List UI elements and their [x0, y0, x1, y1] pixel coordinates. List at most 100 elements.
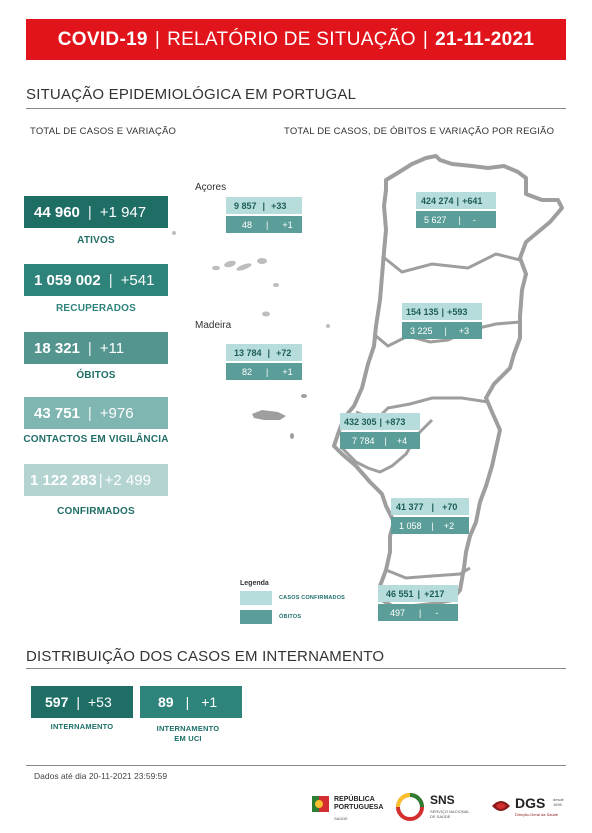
data-note: Dados até dia 20-11-2021 23:59:59 — [34, 771, 168, 781]
republica-sub: SAÚDE — [334, 816, 348, 821]
section-title-situation: SITUAÇÃO EPIDEMIOLÓGICA EM PORTUGAL — [26, 86, 357, 103]
banner-subtitle: RELATÓRIO DE SITUAÇÃO — [167, 28, 416, 50]
dgs-since: desde 1899 — [553, 797, 564, 807]
stat-delta: +976 — [99, 404, 134, 422]
dgs-sub: Direção-Geral da Saúde — [515, 812, 559, 817]
acores-islands — [172, 231, 330, 328]
dgs-wordmark: DGS — [515, 795, 546, 811]
region-deaths-delta: +1 — [282, 219, 293, 230]
hospital-delta: +53 — [88, 694, 112, 710]
hospital-value: 597 — [45, 694, 69, 710]
region-deaths-delta: - — [435, 607, 439, 618]
region-deaths: 497 — [390, 607, 406, 618]
region-box-acores: 9 857 | +33 48 | +1 — [226, 197, 302, 233]
dgs-emblem-icon — [492, 801, 510, 811]
region-box-madeira: 13 784 | +72 82 | +1 — [226, 344, 302, 380]
stat-value: 43 751 — [34, 404, 80, 422]
region-deaths: 3 225 — [410, 325, 433, 336]
hospital-box-internamento: 597 | +53 — [31, 686, 133, 718]
hospital-delta: +1 — [201, 694, 218, 710]
hospital-label-uci: INTERNAMENTO EM UCI — [140, 724, 236, 744]
region-cases-delta: +593 — [447, 306, 468, 317]
region-cases: 424 274 — [421, 195, 454, 206]
legend-title: Legenda — [240, 580, 269, 587]
region-deaths: 82 — [242, 366, 253, 377]
republica-line1: REPÚBLICA — [334, 796, 375, 803]
stat-delta: +11 — [99, 339, 125, 357]
republica-line2: PORTUGUESA — [334, 804, 384, 811]
legend-label-confirmed: CASOS CONFIRMADOS — [279, 595, 346, 601]
stat-box-deaths: 18 321 | +11 — [24, 332, 168, 364]
sns-sub1: SERVIÇO NACIONAL — [430, 809, 470, 814]
region-deaths: 7 784 — [352, 435, 375, 446]
footer-divider — [26, 765, 566, 766]
stat-box-contacts: 43 751 | +976 — [24, 397, 168, 429]
section-divider — [26, 108, 566, 109]
madeira-islands — [252, 394, 307, 439]
stat-delta: +541 — [120, 271, 155, 289]
region-cases-delta: +70 — [442, 501, 458, 512]
region-deaths: 5 627 — [424, 214, 447, 225]
region-cases: 13 784 — [234, 347, 262, 358]
region-name-madeira: Madeira — [195, 320, 232, 331]
stat-label-deaths: ÓBITOS — [76, 370, 116, 381]
region-cases: 432 305 — [344, 416, 377, 427]
region-cases-delta: +33 — [271, 200, 287, 211]
stat-delta: +1 947 — [99, 203, 147, 221]
stat-value: 1 122 283 — [30, 471, 97, 489]
banner-title: COVID-19 — [57, 28, 148, 50]
region-deaths-delta: +3 — [458, 325, 470, 336]
region-cases-delta: +641 — [462, 195, 483, 206]
stat-label-contacts: CONTACTOS EM VIGILÂNCIA — [23, 434, 169, 445]
region-box-lisboa: 432 305 | +873 7 784 | +4 — [340, 413, 420, 449]
stat-value: 1 059 002 — [34, 271, 101, 289]
stat-box-confirmed: 1 122 283 | +2 499 — [24, 464, 168, 496]
region-deaths-delta: +1 — [282, 366, 293, 377]
region-box-algarve: 46 551 | +217 497 | - — [378, 585, 458, 621]
stat-label-recovered: RECUPERADOS — [56, 303, 136, 314]
region-cases: 154 135 — [406, 306, 439, 317]
region-deaths: 48 — [242, 219, 253, 230]
hospital-box-uci: 89 | +1 — [140, 686, 242, 718]
legend-swatch-deaths — [240, 610, 272, 624]
region-cases: 41 377 — [396, 501, 424, 512]
report-banner: COVID-19 | RELATÓRIO DE SITUAÇÃO | 21-11… — [26, 19, 566, 60]
banner-separator: | — [154, 28, 161, 50]
stat-value: 18 321 — [34, 339, 80, 357]
stat-label-confirmed: CONFIRMADOS — [57, 506, 135, 517]
republica-emblem-icon — [312, 796, 329, 812]
hospital-label-line: INTERNAMENTO — [156, 724, 220, 733]
region-cases-delta: +72 — [276, 347, 292, 358]
region-cases-delta: +873 — [385, 416, 406, 427]
stat-box-active: 44 960 | +1 947 — [24, 196, 168, 228]
hospital-label-line: EM UCI — [174, 734, 202, 743]
banner-separator: | — [422, 28, 429, 50]
sns-wordmark: SNS — [430, 793, 455, 807]
right-subheading: TOTAL DE CASOS, DE ÓBITOS E VARIAÇÃO POR… — [284, 126, 555, 137]
region-cases: 46 551 — [386, 588, 414, 599]
region-cases: 9 857 — [234, 200, 257, 211]
region-deaths-delta: +4 — [396, 435, 408, 446]
region-cases-delta: +217 — [424, 588, 445, 599]
region-deaths-delta: +2 — [443, 520, 455, 531]
region-name-acores: Açores — [195, 182, 227, 193]
region-box-norte: 424 274 | +641 5 627 | - — [416, 192, 496, 228]
sns-sub2: DE SAÚDE — [430, 814, 451, 819]
region-deaths: 1 058 — [399, 520, 422, 531]
region-deaths-delta: - — [472, 214, 476, 225]
section-divider — [26, 668, 566, 669]
hospital-value: 89 — [158, 694, 174, 710]
region-box-alentejo: 41 377 | +70 1 058 | +2 — [391, 498, 469, 534]
mainland-outline — [332, 154, 564, 608]
legend-label-deaths: ÓBITOS — [279, 614, 302, 620]
hospital-label-internamento: INTERNAMENTO — [50, 722, 114, 731]
portugal-map — [172, 154, 564, 608]
stat-delta: +2 499 — [104, 471, 151, 489]
banner-date: 21-11-2021 — [435, 28, 535, 50]
section-title-hospital: DISTRIBUIÇÃO DOS CASOS EM INTERNAMENTO — [26, 648, 385, 665]
sns-emblem-icon — [396, 793, 424, 821]
left-subheading: TOTAL DE CASOS E VARIAÇÃO — [30, 126, 177, 137]
stat-value: 44 960 — [34, 203, 80, 221]
region-box-centro: 154 135 | +593 3 225 | +3 — [402, 303, 482, 339]
stat-label-active: ATIVOS — [77, 235, 115, 246]
